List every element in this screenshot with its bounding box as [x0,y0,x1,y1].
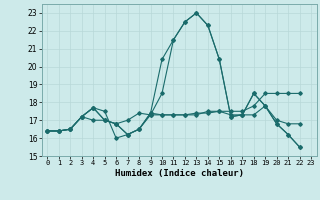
X-axis label: Humidex (Indice chaleur): Humidex (Indice chaleur) [115,169,244,178]
